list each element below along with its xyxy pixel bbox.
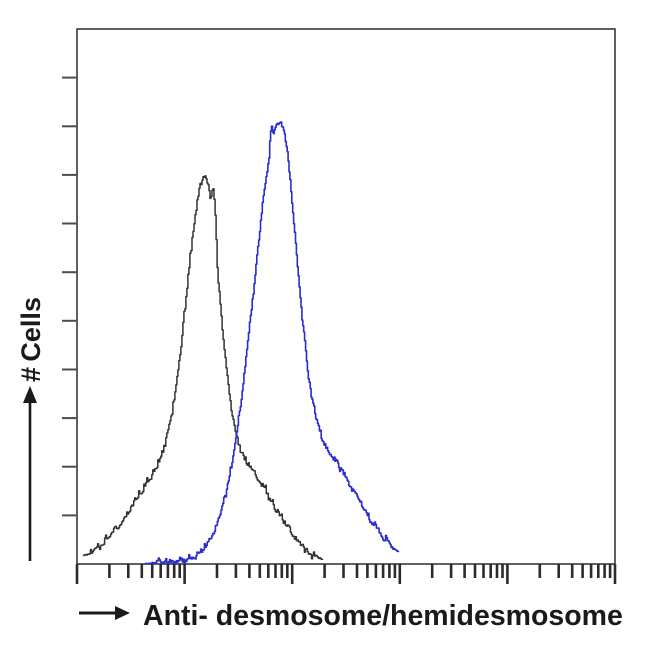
svg-text:Anti- desmosome/hemidesmosome: Anti- desmosome/hemidesmosome	[143, 600, 623, 632]
svg-text:# Cells: # Cells	[16, 297, 46, 382]
